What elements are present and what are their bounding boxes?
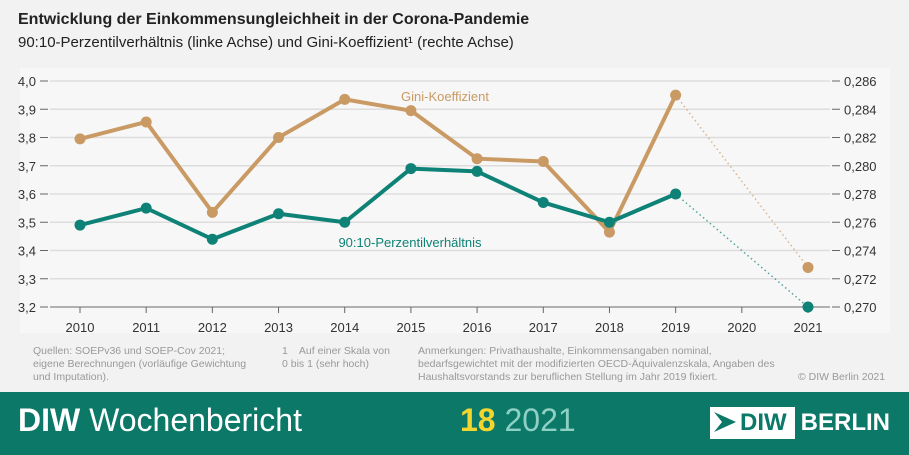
series-label-percentile: 90:10-Perzentilverhältnis <box>338 235 482 250</box>
y-left-tick-label: 3,5 <box>18 215 36 230</box>
y-left-tick-label: 3,4 <box>18 244 36 259</box>
data-point <box>405 163 417 175</box>
x-tick-label: 2017 <box>529 320 558 335</box>
data-point <box>74 133 86 145</box>
data-point <box>405 105 417 117</box>
remarks-note: Anmerkungen: Privathaushalte, Einkommens… <box>418 345 775 383</box>
x-tick-label: 2021 <box>794 320 823 335</box>
data-point <box>273 132 285 143</box>
x-tick-label: 2020 <box>727 320 756 335</box>
y-right-tick-label: 0,282 <box>844 131 877 146</box>
series-projection-line <box>675 94 809 268</box>
y-left-tick-label: 3,7 <box>18 159 36 174</box>
y-left-tick-label: 3,8 <box>18 131 36 146</box>
data-point <box>670 188 682 200</box>
x-tick-label: 2012 <box>198 320 227 335</box>
y-right-tick-label: 0,274 <box>844 244 877 259</box>
data-point <box>206 233 218 245</box>
copyright: © DIW Berlin 2021 <box>798 371 886 383</box>
plot-background <box>20 68 890 333</box>
y-right-tick-label: 0,284 <box>844 102 877 117</box>
footer-banner: DIW Wochenbericht 18 2021 DIW BERLIN <box>0 392 909 455</box>
data-point <box>603 216 615 228</box>
y-right-tick-label: 0,286 <box>844 74 877 89</box>
series-label-gini: Gini-Koeffizient <box>401 89 489 104</box>
data-point <box>537 196 549 208</box>
data-point <box>140 202 152 214</box>
x-tick-label: 2015 <box>396 320 425 335</box>
x-tick-label: 2016 <box>463 320 492 335</box>
data-point <box>339 93 351 105</box>
data-point <box>140 116 152 128</box>
data-point <box>339 216 351 228</box>
x-tick-label: 2010 <box>66 320 95 335</box>
series-projection-line <box>675 193 809 308</box>
logo-mark-icon <box>714 412 736 432</box>
footnote: 1 Auf einer Skala von 0 bis 1 (sehr hoch… <box>282 345 393 370</box>
chart-subtitle: 90:10-Perzentilverhältnis (linke Achse) … <box>18 34 514 51</box>
chart-title: Entwicklung der Einkommensungleichheit i… <box>18 11 530 28</box>
data-point <box>802 261 814 273</box>
data-point <box>471 153 483 165</box>
y-left-tick-label: 3,6 <box>18 187 36 202</box>
x-tick-label: 2013 <box>264 320 293 335</box>
y-left-tick-label: 4,0 <box>18 74 36 89</box>
series-line <box>79 166 677 242</box>
y-right-tick-label: 0,278 <box>844 187 877 202</box>
data-point <box>273 208 285 220</box>
x-tick-label: 2011 <box>132 320 160 335</box>
x-tick-label: 2014 <box>330 320 359 335</box>
publication-name: DIW Wochenbericht <box>18 402 302 438</box>
diw-berlin-logo: DIW BERLIN <box>710 407 890 439</box>
y-left-tick-label: 3,2 <box>18 300 36 315</box>
y-right-tick-label: 0,280 <box>844 159 877 174</box>
issue-label: 18 2021 <box>460 402 576 438</box>
data-point <box>206 206 218 218</box>
line-chart: 3,2 0,270 3,3 0,272 3,4 0,274 3,5 0,276 3,6 0,278… <box>17 68 890 335</box>
data-point <box>74 219 86 231</box>
data-point <box>603 226 615 238</box>
x-tick-label: 2019 <box>661 320 690 335</box>
data-point <box>471 165 483 177</box>
y-right-tick-label: 0,272 <box>844 272 877 287</box>
data-point <box>670 89 682 101</box>
y-left-tick-label: 3,3 <box>18 272 36 287</box>
y-right-tick-label: 0,270 <box>844 300 877 315</box>
x-tick-label: 2018 <box>595 320 624 335</box>
data-point <box>802 301 814 313</box>
series-line <box>79 94 678 235</box>
y-right-tick-label: 0,276 <box>844 215 877 230</box>
sources-note: Quellen: SOEPv36 und SOEP-Cov 2021; eige… <box>33 345 247 383</box>
y-left-tick-label: 3,9 <box>18 102 36 117</box>
data-point <box>537 156 549 168</box>
